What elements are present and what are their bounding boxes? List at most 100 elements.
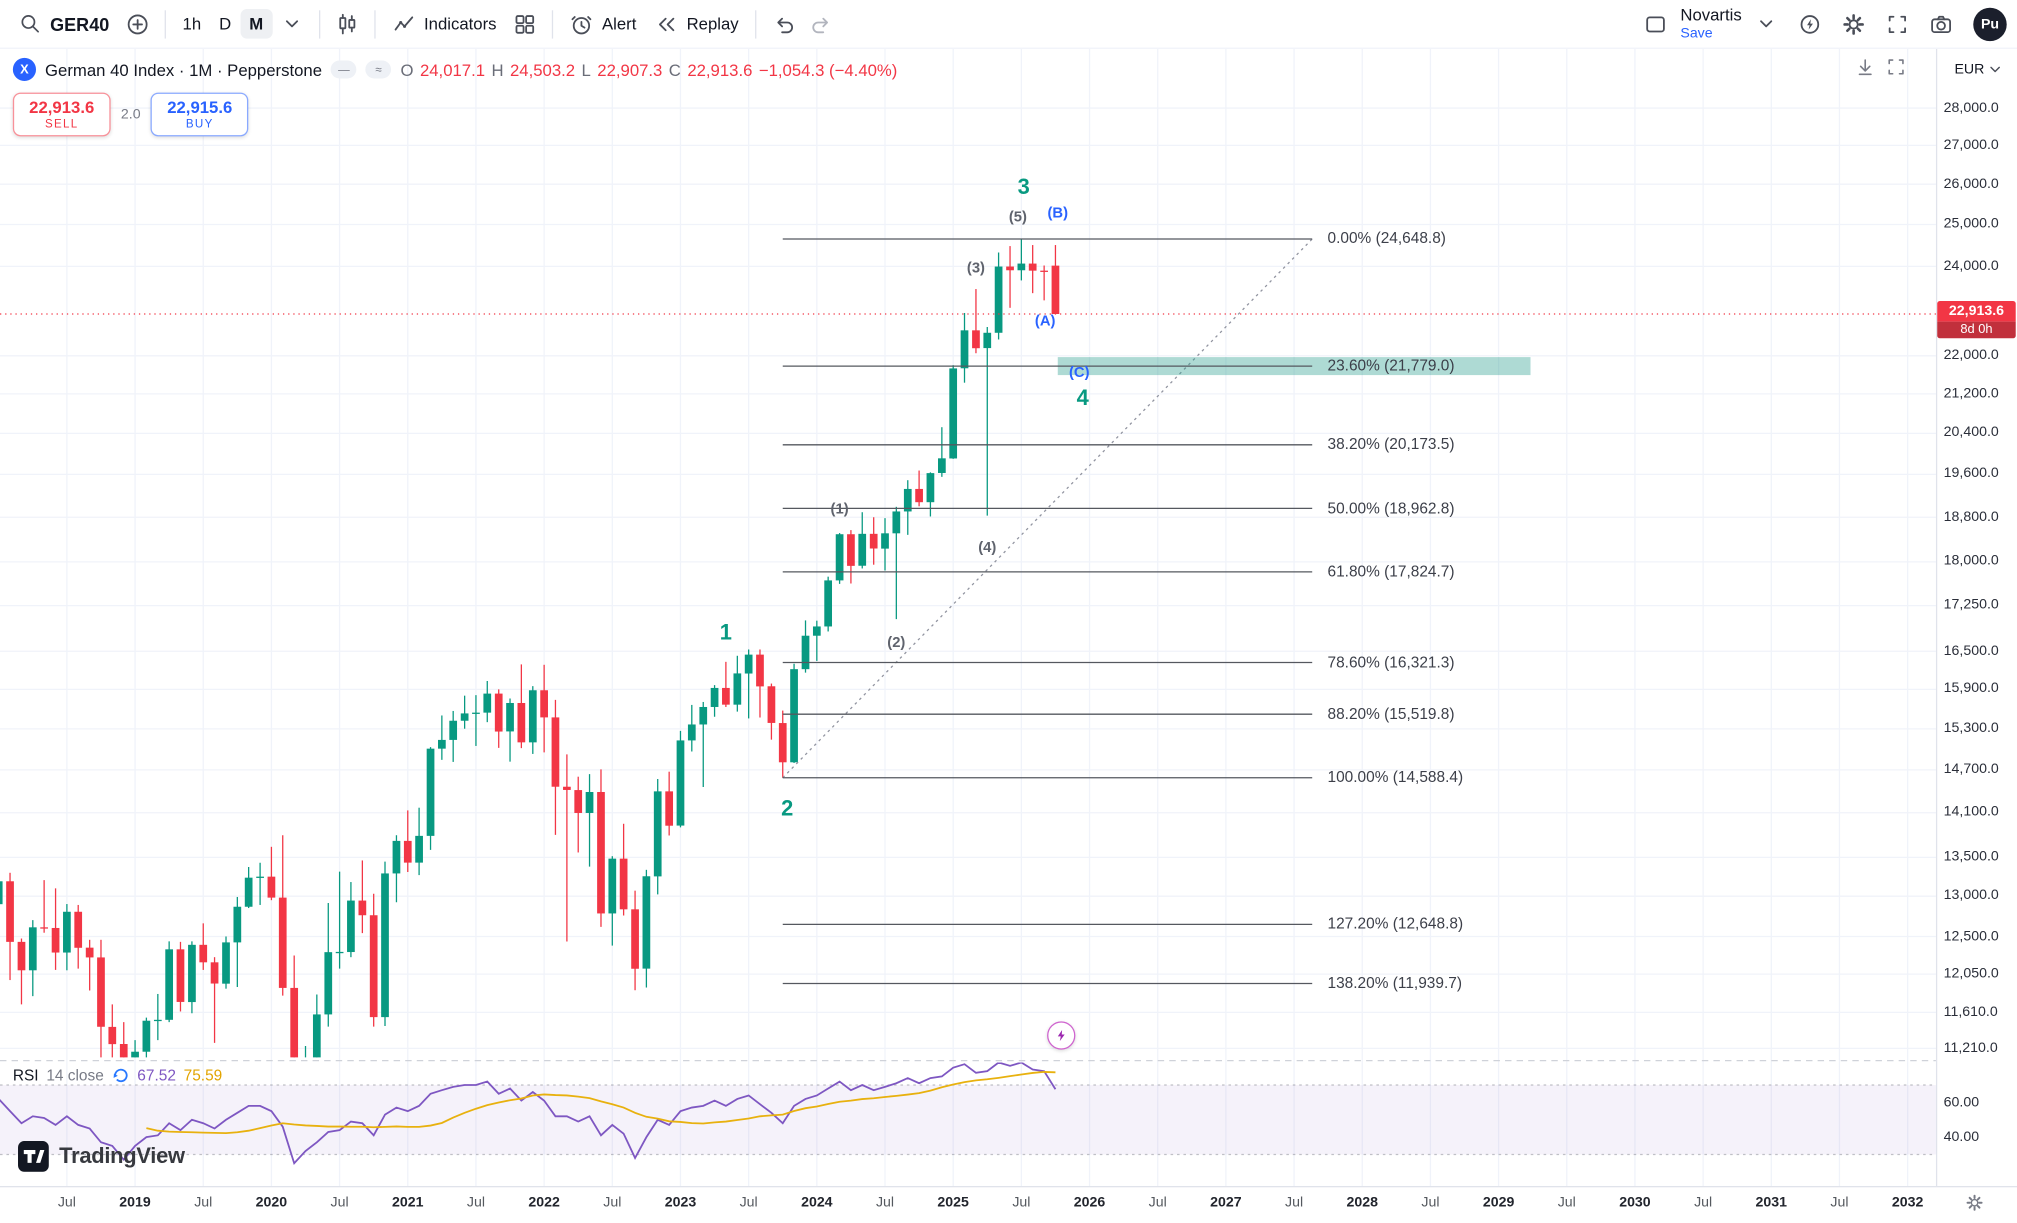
buy-price: 22,915.6 — [167, 97, 233, 118]
alert-label: Alert — [602, 14, 637, 34]
indicator-templates-button[interactable] — [506, 5, 545, 44]
tradingview-logo[interactable]: TradingView — [18, 1140, 185, 1172]
magic-bolt-button[interactable] — [1047, 1021, 1076, 1050]
undo-icon — [777, 17, 794, 33]
rsi-title: RSI — [12, 1066, 39, 1085]
symbol-title[interactable]: German 40 Index · 1M · Pepperstone — [45, 59, 323, 80]
quick-action-button[interactable] — [1791, 5, 1830, 44]
search-icon — [21, 15, 39, 33]
indicators-label: Indicators — [424, 14, 497, 34]
toolbar-divider — [755, 9, 757, 38]
replay-button[interactable]: Replay — [645, 6, 747, 42]
rsi-params: 14 close — [46, 1066, 104, 1085]
open-label: O — [400, 59, 414, 80]
candlestick-icon — [338, 13, 355, 34]
buy-label: BUY — [185, 117, 214, 130]
chart-type-button[interactable] — [328, 5, 367, 44]
toolbar-right-group: Novartis Save — [1637, 5, 2007, 44]
chevron-down-icon — [1760, 20, 1773, 28]
pane-top-icons — [1855, 57, 1906, 78]
gear-icon — [1843, 13, 1864, 35]
settings-button[interactable] — [1834, 5, 1873, 44]
rsi-legend[interactable]: RSI 14 close 67.52 75.59 — [13, 1066, 222, 1084]
candlestick-series — [0, 239, 1060, 1058]
close-label: C — [668, 59, 681, 80]
fullscreen-icon — [1888, 15, 1906, 33]
single-pane-icon — [1646, 15, 1666, 32]
low-value: 22,907.3 — [597, 59, 663, 80]
low-label: L — [581, 59, 591, 80]
indicators-icon — [394, 16, 413, 31]
time-axis[interactable] — [0, 1186, 2017, 1223]
rsi-ma-value: 75.59 — [183, 1066, 223, 1085]
visibility-chip[interactable]: — — [331, 60, 357, 79]
currency-selector[interactable]: EUR — [1937, 62, 2017, 77]
bolt-circle-icon — [1800, 14, 1820, 34]
redo-button[interactable] — [803, 5, 842, 44]
symbol-label: GER40 — [50, 13, 110, 35]
toolbar-divider — [551, 9, 554, 38]
grid-layout-icon — [515, 14, 535, 34]
trade-panel: 22,913.6 SELL 2.0 22,915.6 BUY — [12, 92, 249, 137]
bar-countdown: 8d 0h — [1937, 321, 2016, 339]
high-value: 24,503.2 — [509, 59, 576, 80]
redo-icon — [812, 17, 829, 33]
replay-label: Replay — [686, 14, 739, 34]
last-price-value: 22,913.6 — [1937, 301, 2016, 322]
snapshot-button[interactable] — [1922, 5, 1961, 44]
bolt-icon — [1057, 1029, 1065, 1042]
compare-add-symbol-button[interactable] — [118, 5, 157, 44]
toolbar-divider — [318, 9, 320, 38]
axis-settings-button[interactable] — [1966, 1194, 1984, 1212]
gear-icon — [1966, 1194, 1983, 1211]
spread-value: 2.0 — [120, 106, 141, 123]
buy-button[interactable]: 22,915.6 BUY — [150, 92, 249, 137]
tradingview-label: TradingView — [59, 1143, 185, 1169]
save-link[interactable]: Save — [1680, 25, 1713, 41]
settings-chip[interactable]: ≈ — [365, 60, 392, 79]
undo-button[interactable] — [764, 5, 803, 44]
replay-rewind-icon — [658, 17, 674, 31]
maximize-pane-icon[interactable] — [1886, 57, 1907, 78]
symbol-legend: X German 40 Index · 1M · Pepperstone — ≈… — [12, 57, 897, 82]
scroll-to-recent-icon[interactable] — [1855, 57, 1876, 78]
change-value: −1,054.3 (−4.40%) — [758, 59, 898, 80]
price-axis[interactable]: EUR — [1935, 48, 2017, 1223]
rsi-series — [0, 1062, 1057, 1165]
tradingview-mark-icon — [18, 1140, 49, 1172]
toolbar-divider — [164, 9, 166, 38]
open-value: 24,017.1 — [419, 59, 486, 80]
plus-circle-icon — [127, 13, 148, 34]
last-price-badge: 22,913.6 8d 0h — [1937, 301, 2016, 339]
chevron-down-icon — [1989, 66, 2000, 73]
alert-clock-icon — [571, 15, 592, 34]
sell-label: SELL — [45, 117, 79, 130]
indicators-button[interactable]: Indicators — [383, 6, 506, 41]
sell-price: 22,913.6 — [29, 97, 95, 118]
sync-icon — [113, 1068, 128, 1083]
interval-1h[interactable]: 1h — [182, 14, 202, 34]
high-label: H — [491, 59, 504, 80]
rsi-value: 67.52 — [137, 1066, 176, 1085]
toolbar-divider — [373, 9, 376, 38]
interval-menu-button[interactable] — [272, 5, 311, 44]
interval-m[interactable]: M — [240, 9, 273, 39]
ohlc-values: O 24,017.1 H 24,503.2 L 22,907.3 C 22,913.6 … — [400, 60, 897, 79]
currency-label: EUR — [1954, 61, 1985, 78]
symbol-logo: X — [12, 57, 37, 82]
layout-select-button[interactable] — [1637, 5, 1676, 44]
close-value: 22,913.6 — [687, 59, 753, 80]
camera-icon — [1931, 15, 1952, 33]
symbol-search-button[interactable]: GER40 — [10, 6, 118, 41]
layout-menu-button[interactable] — [1747, 5, 1786, 44]
user-avatar[interactable]: Pu — [1973, 7, 2007, 41]
top-toolbar: GER40 1h D M Indicators — [0, 0, 2017, 49]
alert-button[interactable]: Alert — [561, 6, 646, 42]
interval-d[interactable]: D — [219, 14, 232, 34]
fullscreen-button[interactable] — [1878, 5, 1917, 44]
layout-name-button[interactable]: Novartis Save — [1680, 4, 1742, 41]
layout-name: Novartis — [1680, 4, 1742, 25]
sell-button[interactable]: 22,913.6 SELL — [12, 92, 111, 137]
